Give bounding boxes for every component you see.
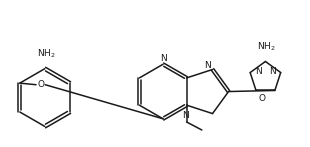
Text: N: N [204, 61, 210, 70]
Text: N: N [160, 54, 167, 63]
Text: O: O [258, 94, 265, 103]
Text: NH$_2$: NH$_2$ [257, 40, 276, 53]
Text: NH$_2$: NH$_2$ [38, 47, 56, 60]
Text: O: O [37, 80, 44, 89]
Text: N: N [183, 111, 189, 120]
Text: N: N [269, 67, 276, 76]
Text: N: N [255, 67, 262, 76]
